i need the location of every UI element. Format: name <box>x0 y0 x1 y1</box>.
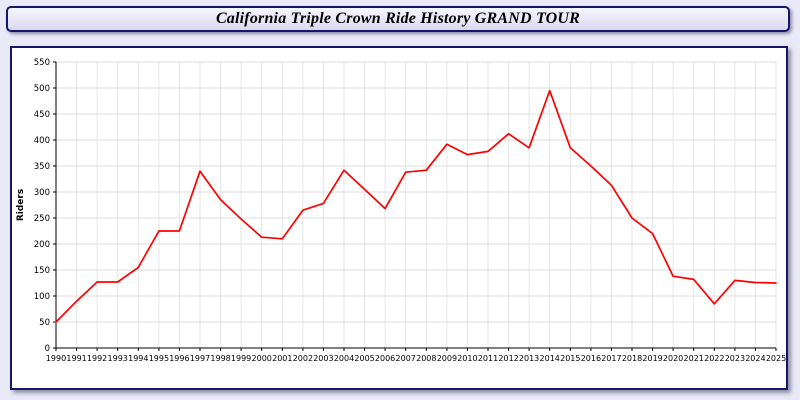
y-tick-label: 200 <box>34 240 50 250</box>
x-tick-label: 1996 <box>169 354 189 363</box>
x-tick-label: 1990 <box>46 354 66 363</box>
y-tick-label: 250 <box>34 214 50 224</box>
chart-panel: 0 50 100 150 200 250 300 350 400 450 500 550 1990 199… <box>10 46 788 390</box>
y-tick-label: 450 <box>34 110 50 120</box>
y-tick-label: 100 <box>34 292 50 302</box>
x-tick-label: 1995 <box>149 354 169 363</box>
x-tick-label: 2025 <box>766 354 786 363</box>
x-tick-label: 2008 <box>416 354 436 363</box>
y-tick-label: 150 <box>34 266 50 276</box>
x-tick-label: 1998 <box>210 354 230 363</box>
x-tick-label: 2009 <box>437 354 457 363</box>
x-tick-label: 1992 <box>87 354 107 363</box>
x-tick-label: 2012 <box>498 354 518 363</box>
x-tick-label: 2024 <box>745 354 765 363</box>
x-tick-label: 2014 <box>540 354 560 363</box>
x-tick-label: 2011 <box>478 354 498 363</box>
y-tick-label: 400 <box>34 136 50 146</box>
x-tick-label: 2018 <box>622 354 642 363</box>
x-tick-label: 2010 <box>457 354 477 363</box>
x-tick-label: 1994 <box>128 354 148 363</box>
y-axis-title: Riders <box>16 189 26 221</box>
y-tick-label: 0 <box>45 344 50 354</box>
x-tick-label: 1993 <box>108 354 128 363</box>
x-tick-label: 2013 <box>519 354 539 363</box>
chart-title: California Triple Crown Ride History GRA… <box>215 10 581 27</box>
x-tick-label: 2017 <box>601 354 621 363</box>
x-tick-label: 2004 <box>334 354 354 363</box>
x-tick-label: 2019 <box>642 354 662 363</box>
y-tick-label: 550 <box>34 58 50 68</box>
x-tick-label: 2007 <box>396 354 416 363</box>
x-tick-label: 2005 <box>354 354 374 363</box>
x-tick-label: 1991 <box>66 354 86 363</box>
x-tick-label: 2016 <box>581 354 601 363</box>
x-tick-label: 2000 <box>252 354 272 363</box>
x-tick-label: 2023 <box>725 354 745 363</box>
y-tick-label: 50 <box>39 318 50 328</box>
x-tick-label: 1997 <box>190 354 210 363</box>
x-tick-label: 2015 <box>560 354 580 363</box>
x-tick-label: 2021 <box>684 354 704 363</box>
x-tick-label: 2022 <box>704 354 724 363</box>
x-tick-label: 1999 <box>231 354 251 363</box>
x-tick-label: 2001 <box>272 354 292 363</box>
riders-line <box>55 89 777 323</box>
y-tick-label: 350 <box>34 162 50 172</box>
x-tick-label: 2003 <box>313 354 333 363</box>
x-tick-label: 2020 <box>663 354 683 363</box>
y-tick-label: 500 <box>34 84 50 94</box>
chart-title-bar: California Triple Crown Ride History GRA… <box>6 6 790 32</box>
x-tick-label: 2002 <box>293 354 313 363</box>
y-tick-label: 300 <box>34 188 50 198</box>
x-tick-label: 2006 <box>375 354 395 363</box>
